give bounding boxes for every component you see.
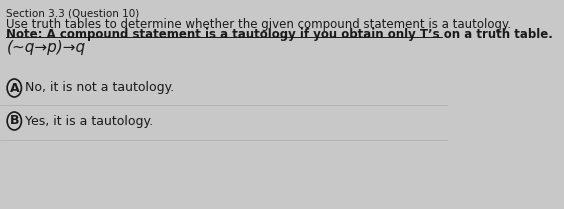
Text: A: A	[10, 82, 19, 94]
Text: B: B	[10, 115, 19, 127]
Text: Yes, it is a tautology.: Yes, it is a tautology.	[25, 115, 153, 127]
Text: (∼q→p)→q: (∼q→p)→q	[6, 40, 86, 55]
Text: Section 3.3 (Question 10): Section 3.3 (Question 10)	[6, 9, 140, 19]
Text: Note: A compound statement is a tautology if you obtain only T’s on a truth tabl: Note: A compound statement is a tautolog…	[6, 28, 553, 41]
Text: No, it is not a tautology.: No, it is not a tautology.	[25, 82, 175, 94]
Text: Use truth tables to determine whether the given compound statement is a tautolog: Use truth tables to determine whether th…	[6, 18, 512, 31]
